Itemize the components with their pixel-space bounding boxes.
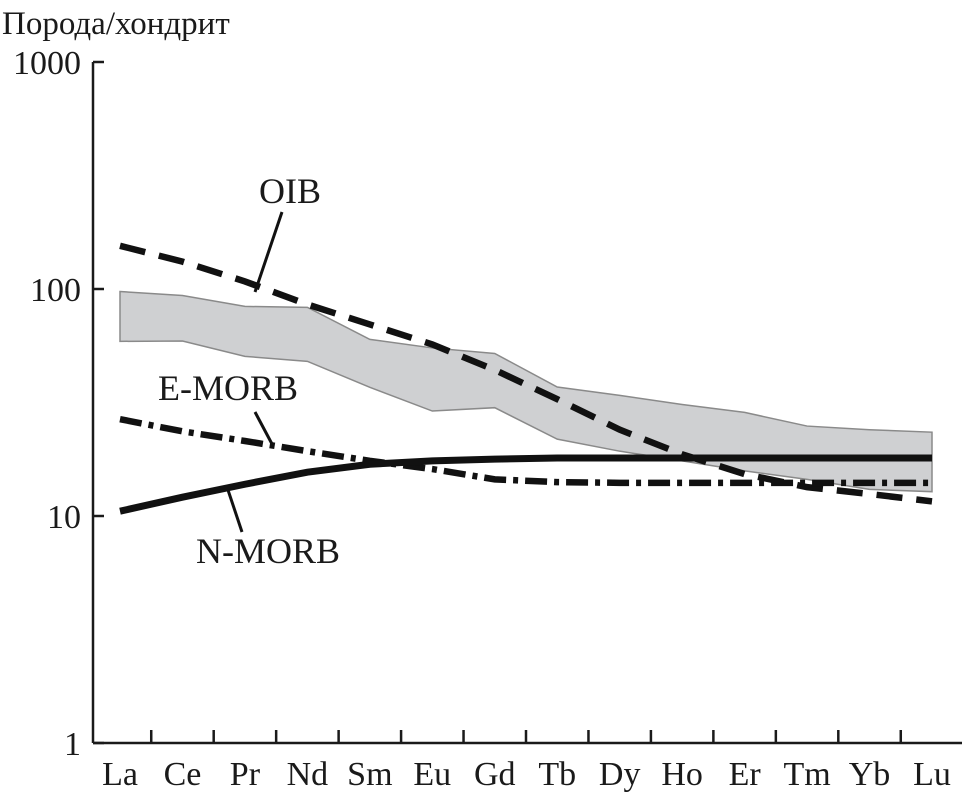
leader-line-n-morb bbox=[226, 489, 244, 533]
series-n-morb bbox=[119, 454, 932, 515]
label-n-morb: N-MORB bbox=[196, 531, 340, 571]
x-tick-label-yb: Yb bbox=[849, 756, 891, 793]
x-tick-label-tb: Tb bbox=[538, 756, 576, 793]
x-tick-label-nd: Nd bbox=[287, 756, 329, 793]
x-tick-label-tm: Tm bbox=[783, 756, 830, 793]
x-tick-label-lu: Lu bbox=[913, 756, 951, 793]
y-tick-label: 100 bbox=[30, 272, 81, 309]
axes: 1 10 100 1000 La Ce Pr Nd Sm Eu Gd Tb Dy Ho Er Tm Yb Lu bbox=[13, 45, 962, 793]
range-band-area bbox=[119, 290, 933, 493]
x-tick-label-er: Er bbox=[729, 756, 762, 793]
y-axis-label: Порода/хондрит bbox=[2, 6, 230, 42]
x-tick-label-eu: Eu bbox=[413, 756, 451, 793]
x-tick-label-gd: Gd bbox=[474, 756, 516, 793]
y-tick-label: 1 bbox=[64, 726, 81, 763]
y-tick-label: 1000 bbox=[13, 45, 81, 82]
x-tick-label-ho: Ho bbox=[661, 756, 703, 793]
leader-line-e-morb bbox=[253, 411, 274, 445]
x-tick-label-pr: Pr bbox=[230, 756, 261, 793]
series-labels: OIB E-MORB N-MORB bbox=[158, 171, 340, 571]
x-tick-label-sm: Sm bbox=[347, 756, 392, 793]
y-tick-label: 10 bbox=[47, 499, 81, 536]
series-oib bbox=[119, 242, 933, 505]
x-tick-label-dy: Dy bbox=[599, 756, 641, 793]
range-band bbox=[119, 290, 933, 493]
label-oib: OIB bbox=[259, 171, 321, 211]
label-e-morb: E-MORB bbox=[158, 368, 298, 408]
x-tick-label-la: La bbox=[102, 756, 138, 793]
leader-line-oib bbox=[253, 211, 284, 293]
x-tick-label-ce: Ce bbox=[164, 756, 202, 793]
series-lines bbox=[119, 242, 933, 515]
series-e-morb bbox=[119, 415, 932, 487]
